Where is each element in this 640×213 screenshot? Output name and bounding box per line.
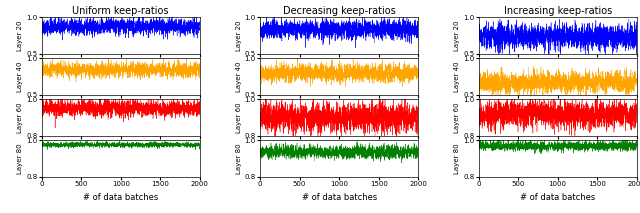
Y-axis label: Layer 20: Layer 20 (236, 20, 242, 51)
Y-axis label: Layer 60: Layer 60 (17, 102, 24, 133)
X-axis label: # of data batches: # of data batches (83, 193, 158, 201)
X-axis label: # of data batches: # of data batches (301, 193, 377, 201)
Title: Uniform keep-ratios: Uniform keep-ratios (72, 6, 169, 16)
Y-axis label: Layer 40: Layer 40 (17, 61, 24, 92)
Y-axis label: Layer 20: Layer 20 (17, 20, 24, 51)
Y-axis label: Layer 40: Layer 40 (454, 61, 460, 92)
Y-axis label: Layer 60: Layer 60 (236, 102, 242, 133)
X-axis label: # of data batches: # of data batches (520, 193, 595, 201)
Y-axis label: Layer 80: Layer 80 (236, 143, 242, 174)
Y-axis label: Layer 80: Layer 80 (454, 143, 460, 174)
Title: Decreasing keep-ratios: Decreasing keep-ratios (283, 6, 396, 16)
Y-axis label: Layer 40: Layer 40 (236, 61, 242, 92)
Title: Increasing keep-ratios: Increasing keep-ratios (504, 6, 612, 16)
Y-axis label: Layer 80: Layer 80 (17, 143, 24, 174)
Y-axis label: Layer 60: Layer 60 (454, 102, 460, 133)
Y-axis label: Layer 20: Layer 20 (454, 20, 460, 51)
